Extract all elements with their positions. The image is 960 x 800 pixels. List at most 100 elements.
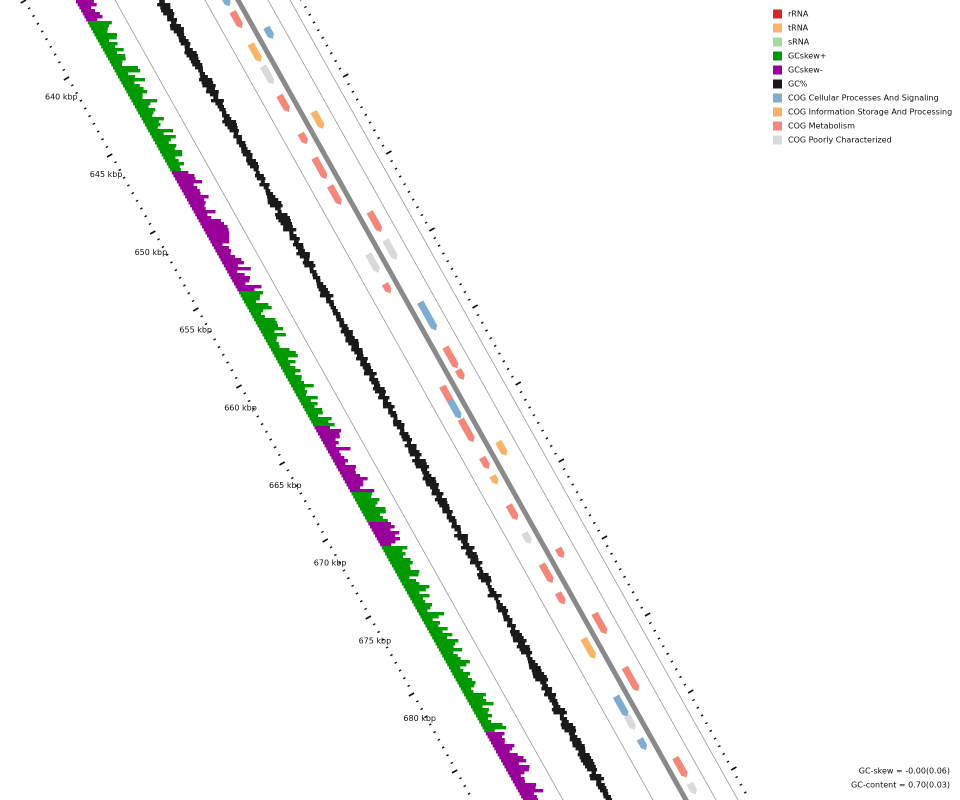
gc-skew-bar bbox=[151, 135, 176, 139]
gc-content-bar bbox=[529, 666, 541, 670]
gc-skew-bar bbox=[153, 138, 171, 142]
gc-skew-bar bbox=[467, 699, 487, 703]
gc-skew-bar bbox=[306, 411, 323, 415]
legend-label: COG Information Storage And Processing bbox=[788, 108, 952, 117]
feature bbox=[686, 781, 697, 795]
gc-skew-bar bbox=[158, 147, 175, 151]
gc-content-bar bbox=[363, 372, 377, 376]
gc-skew-bar bbox=[138, 111, 154, 115]
gc-skew-bar bbox=[215, 249, 232, 253]
feature-arrow bbox=[220, 0, 231, 7]
gc-content-bar bbox=[580, 759, 594, 763]
gc-content-bar bbox=[267, 201, 282, 205]
scale-tick bbox=[157, 238, 161, 241]
gc-skew-bar bbox=[336, 465, 357, 469]
gc-content-bar bbox=[465, 552, 477, 556]
scale-tick bbox=[226, 361, 230, 364]
gc-content-bar bbox=[344, 333, 353, 337]
gc-skew-bar bbox=[275, 357, 289, 361]
tracks: 640 kbp 645 kbp 650 kbp 655 kbp 660 kbp 665 k… bbox=[20, 0, 747, 800]
gc-skew-bar bbox=[514, 783, 537, 787]
legend-swatch bbox=[773, 79, 782, 89]
gc-skew-bar bbox=[403, 585, 430, 589]
scale-tick bbox=[389, 653, 393, 657]
feature bbox=[310, 109, 325, 129]
gc-content-bar bbox=[289, 234, 297, 238]
scale-tick bbox=[592, 521, 596, 525]
scale-tick bbox=[463, 784, 467, 788]
gc-content-bar bbox=[457, 537, 468, 541]
gc-skew-bar bbox=[366, 519, 388, 523]
scale-tick bbox=[148, 222, 152, 226]
gc-content-bar bbox=[434, 498, 447, 502]
gc-content-bar bbox=[373, 384, 381, 388]
gc-content-bar bbox=[510, 627, 516, 631]
feature bbox=[454, 367, 465, 380]
scale-tick bbox=[247, 399, 251, 403]
scale-tick bbox=[506, 367, 510, 371]
gc-skew-bar bbox=[317, 432, 340, 436]
gc-skew-bar bbox=[89, 24, 109, 28]
gc-content-bar bbox=[541, 687, 553, 691]
gc-content-bar bbox=[572, 741, 582, 745]
scale-tick bbox=[407, 684, 411, 688]
gc-content-bar bbox=[454, 528, 461, 532]
gc-skew-bar bbox=[490, 741, 505, 745]
gc-skew-bar bbox=[319, 435, 340, 439]
gc-content-bar bbox=[209, 93, 219, 97]
gc-skew-bar bbox=[190, 204, 205, 208]
gc-content-bar bbox=[506, 624, 516, 628]
scale-label: 675 kbp bbox=[359, 636, 392, 645]
scale-tick bbox=[346, 576, 350, 580]
gc-skew-bar bbox=[220, 258, 242, 262]
gc-skew-bar bbox=[448, 666, 461, 670]
gc-skew-bar bbox=[511, 777, 525, 781]
gc-content-bar bbox=[356, 357, 368, 361]
gc-content-bar bbox=[476, 567, 483, 571]
scale-tick bbox=[347, 82, 350, 86]
gc-content-bar bbox=[531, 669, 542, 673]
gc-skew-bar bbox=[207, 234, 229, 238]
scale-tick bbox=[264, 430, 268, 434]
gc-skew-bar bbox=[296, 393, 307, 397]
gc-skew-bar bbox=[188, 201, 206, 205]
gc-content-bar bbox=[388, 411, 397, 415]
scale-tick bbox=[709, 729, 713, 733]
gc-content-bar bbox=[446, 513, 452, 517]
feature-arrow bbox=[311, 156, 328, 180]
gc-skew-stat: GC-skew = -0.00(0.06) bbox=[859, 767, 950, 776]
gc-skew-bar bbox=[487, 735, 503, 739]
gc-content-bar bbox=[559, 714, 564, 718]
gc-content-bar bbox=[371, 381, 380, 385]
scale-tick bbox=[165, 253, 169, 256]
gc-content-bar bbox=[275, 216, 290, 220]
scale-tick bbox=[485, 329, 488, 332]
gc-content-bar bbox=[553, 711, 567, 715]
gc-skew-bar bbox=[443, 657, 461, 661]
legend-swatch bbox=[773, 9, 782, 19]
scale-tick bbox=[549, 444, 553, 448]
scale-tick bbox=[385, 646, 389, 649]
gc-content-bar bbox=[246, 159, 256, 163]
scale-tick bbox=[342, 73, 349, 78]
gc-content-bar bbox=[503, 618, 513, 622]
gc-content-bar bbox=[316, 282, 324, 286]
gc-skew-bar bbox=[328, 450, 340, 454]
feature bbox=[259, 64, 275, 85]
gc-content-bar bbox=[186, 54, 198, 58]
gc-content-bar bbox=[192, 63, 203, 67]
gc-content-bar bbox=[478, 576, 491, 580]
gc-content-bar bbox=[480, 579, 492, 583]
scale-tick bbox=[45, 37, 48, 41]
gc-content-bar bbox=[378, 396, 390, 400]
gc-content-bar bbox=[542, 684, 548, 688]
gc-content-bar bbox=[269, 204, 283, 208]
gc-skew-bar bbox=[457, 681, 476, 685]
gc-skew-bar bbox=[522, 798, 539, 800]
gc-skew-bar bbox=[205, 231, 230, 235]
gc-skew-bar bbox=[459, 684, 475, 688]
gc-content-bar bbox=[408, 450, 420, 454]
scale-label: 650 kbp bbox=[135, 248, 168, 257]
scale-tick bbox=[394, 167, 398, 171]
gc-content-bar bbox=[283, 225, 293, 229]
